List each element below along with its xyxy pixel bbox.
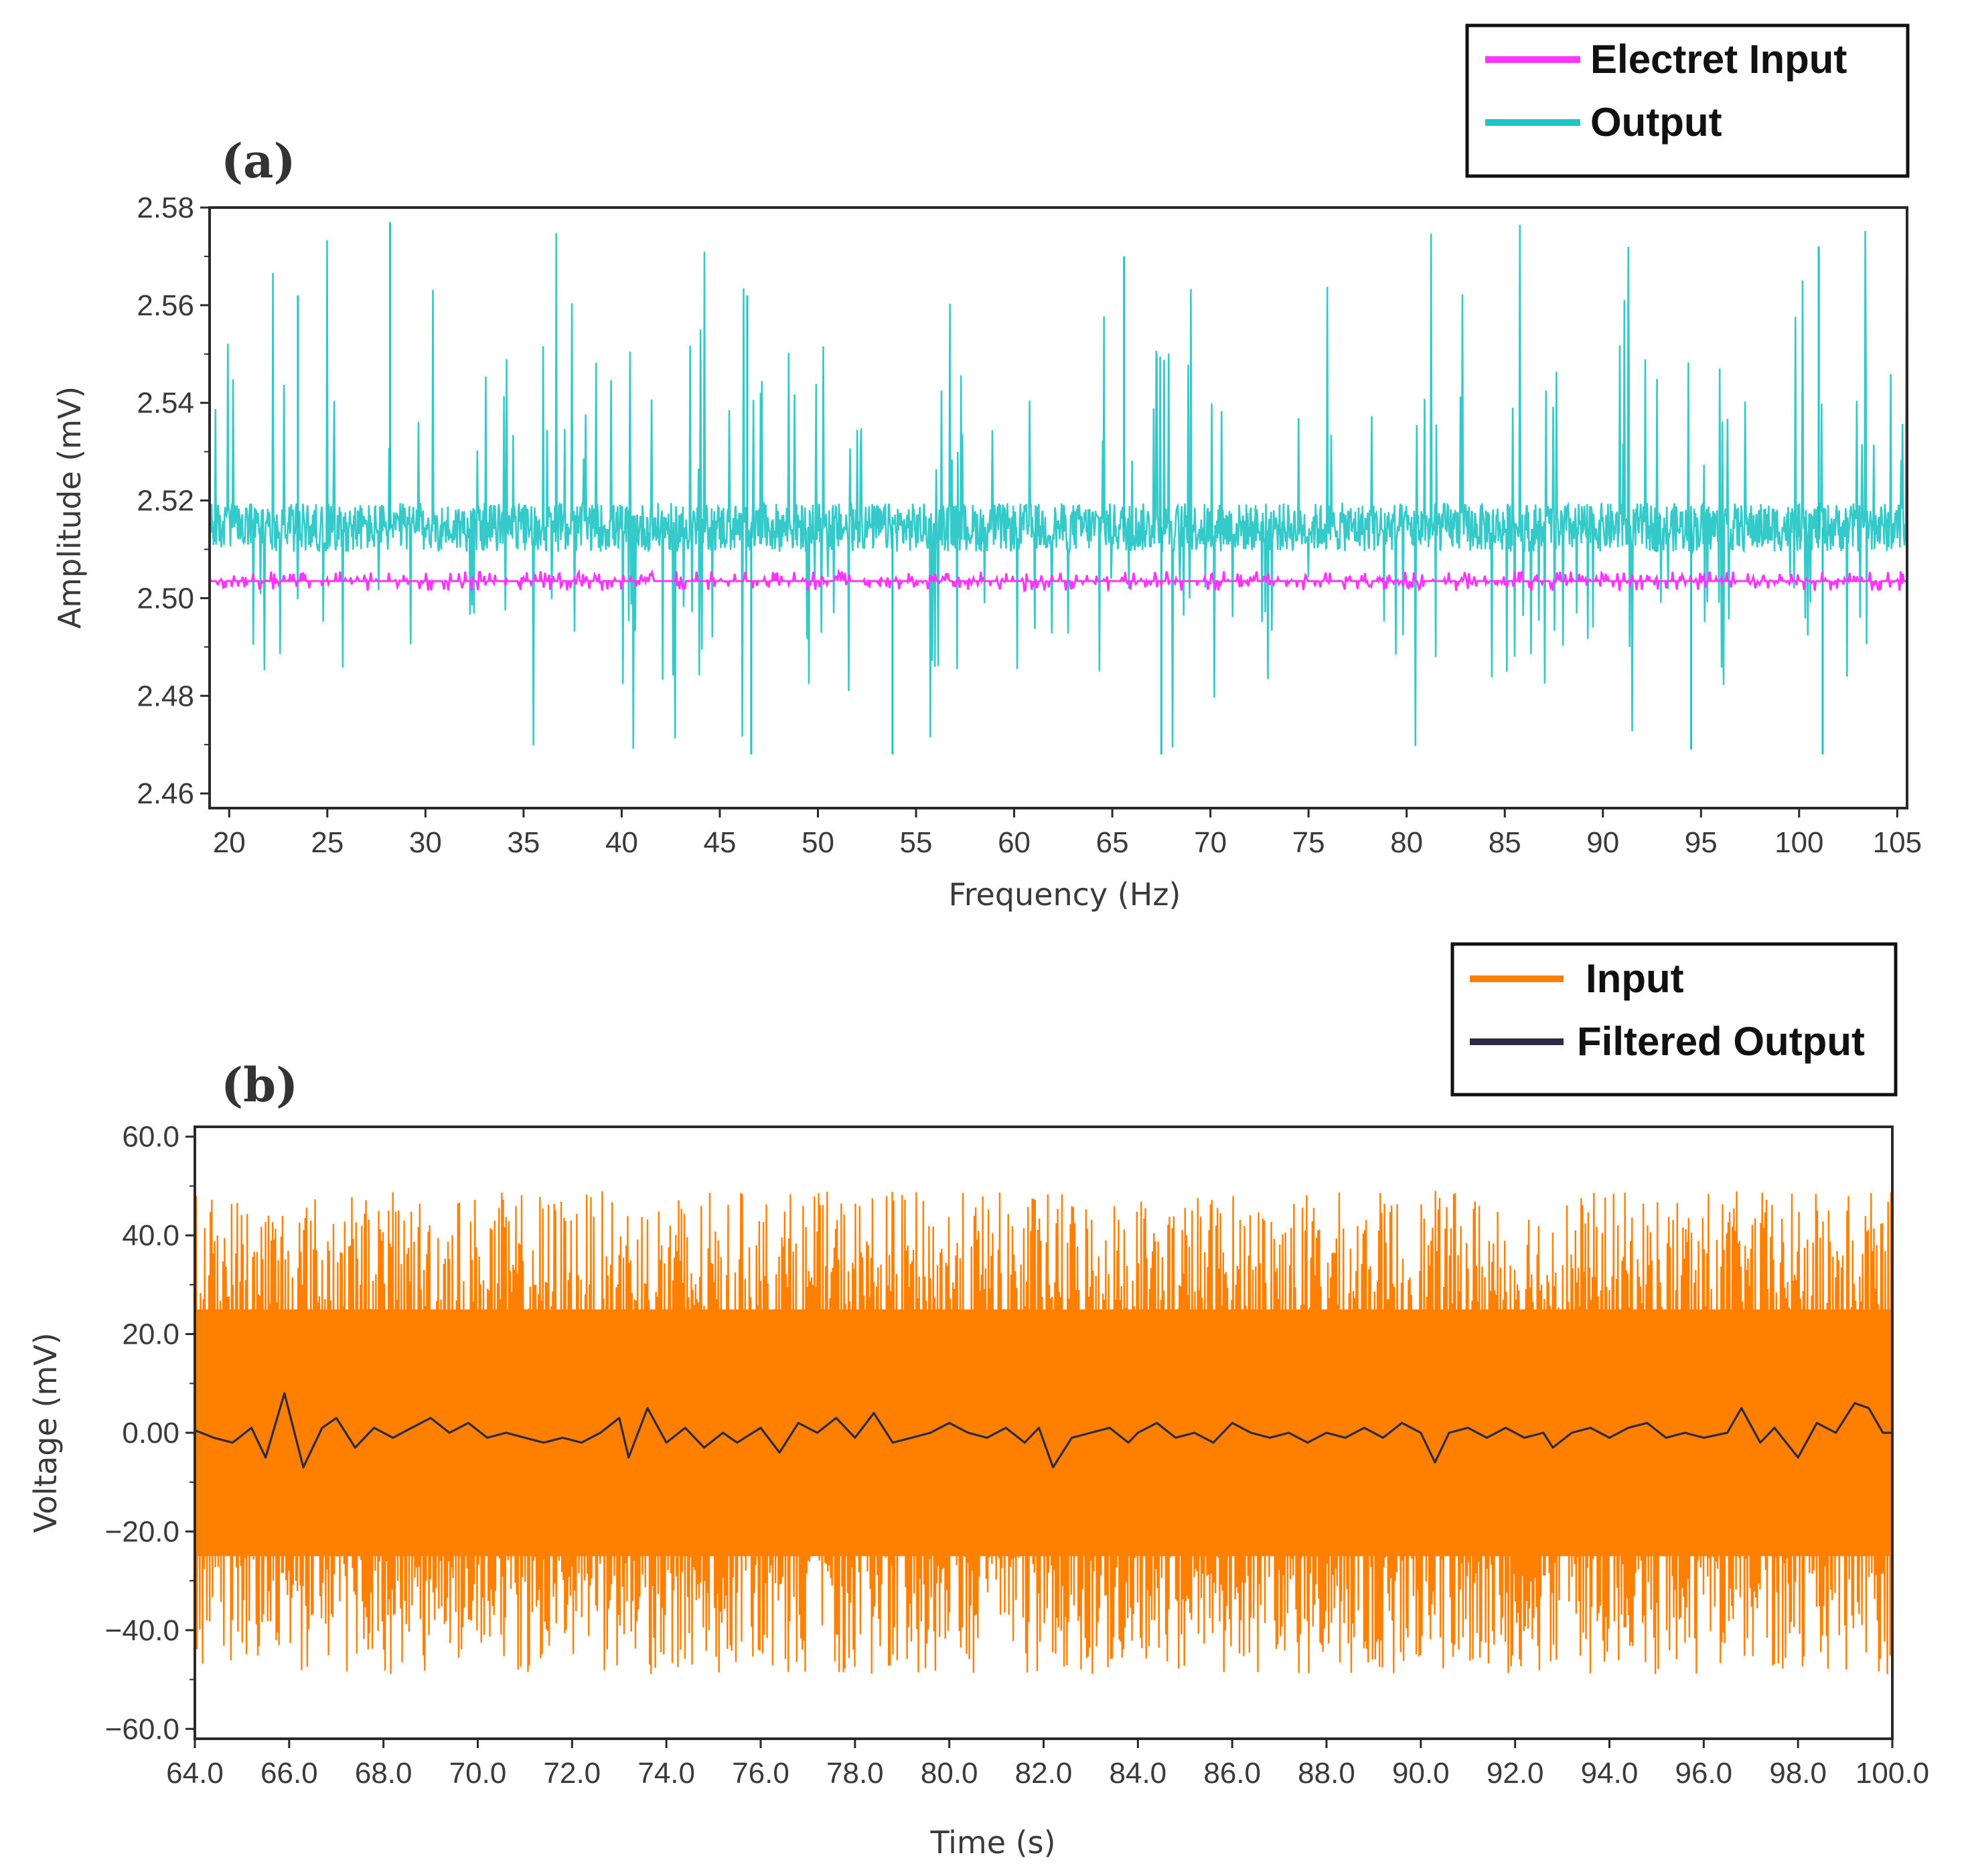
b-xtick-label: 64.0 bbox=[166, 1757, 224, 1790]
legend-b-label-input: Input bbox=[1586, 956, 1684, 1001]
legend-b-label-filtered-output: Filtered Output bbox=[1577, 1019, 1865, 1064]
series-filtered-output-line bbox=[194, 1392, 1892, 1469]
a-xtick-label: 100 bbox=[1774, 826, 1823, 859]
series-input-line bbox=[194, 1190, 1894, 1674]
b-ytick-label: −40.0 bbox=[105, 1614, 179, 1647]
a-xtick-label: 85 bbox=[1489, 826, 1521, 859]
a-xtick-label: 50 bbox=[802, 826, 834, 859]
plot-a-axes: 20 25 30 35 40 45 50 55 60 65 70 75 80 85 90 95 100 105 2.… bbox=[137, 191, 1922, 859]
a-xtick-label: 80 bbox=[1390, 826, 1423, 859]
a-xtick-label: 55 bbox=[900, 826, 933, 859]
b-xtick-label: 90.0 bbox=[1392, 1757, 1450, 1790]
b-xtick-label: 70.0 bbox=[449, 1757, 507, 1790]
plot-a-ylabel: Amplitude (mV) bbox=[52, 386, 88, 629]
a-xtick-label: 25 bbox=[311, 826, 344, 859]
plot-b: 64.0 66.0 68.0 70.0 72.0 74.0 76.0 78.0 80.0 82.0… bbox=[105, 1121, 1929, 1790]
b-xtick-label: 86.0 bbox=[1203, 1757, 1261, 1790]
a-xtick-label: 95 bbox=[1685, 826, 1718, 859]
a-ytick-label: 2.50 bbox=[137, 582, 194, 615]
a-xtick-label: 45 bbox=[703, 826, 736, 859]
legend-b-frame bbox=[1450, 942, 1898, 1097]
b-xtick-label: 92.0 bbox=[1487, 1757, 1544, 1790]
a-xtick-label: 65 bbox=[1096, 826, 1129, 859]
a-xtick-label: 35 bbox=[507, 826, 540, 859]
plot-b-data bbox=[194, 1190, 1894, 1674]
legend-a-frame bbox=[1465, 23, 1910, 178]
a-ytick-label: 2.46 bbox=[137, 777, 194, 810]
a-xtick-label: 75 bbox=[1292, 826, 1325, 859]
a-ytick-label: 2.54 bbox=[137, 387, 194, 420]
b-ytick-label: −60.0 bbox=[105, 1713, 179, 1745]
a-xtick-label: 70 bbox=[1194, 826, 1227, 859]
a-xtick-label: 105 bbox=[1873, 826, 1922, 859]
b-ytick-label: 0.00 bbox=[122, 1417, 179, 1450]
plot-b-ylabel: Voltage (mV) bbox=[27, 1332, 64, 1533]
a-ytick-label: 2.52 bbox=[137, 485, 194, 518]
a-xtick-label: 20 bbox=[213, 826, 246, 859]
a-ytick-label: 2.48 bbox=[137, 680, 194, 712]
b-xtick-label: 82.0 bbox=[1015, 1757, 1073, 1790]
b-xtick-label: 100.0 bbox=[1855, 1757, 1929, 1790]
b-xtick-label: 84.0 bbox=[1110, 1757, 1167, 1790]
b-xtick-label: 98.0 bbox=[1769, 1757, 1827, 1790]
plot-b-xlabel: Time (s) bbox=[929, 1824, 1055, 1861]
series-output-line bbox=[208, 224, 1908, 749]
legend-a-label-output: Output bbox=[1590, 100, 1722, 145]
b-xtick-label: 78.0 bbox=[826, 1757, 884, 1790]
b-xtick-label: 94.0 bbox=[1581, 1757, 1639, 1790]
a-ytick-label: 2.56 bbox=[137, 289, 194, 322]
series-electret-input-line bbox=[208, 568, 1907, 593]
legend-a-label-electret-input: Electret Input bbox=[1590, 37, 1847, 82]
b-xtick-label: 80.0 bbox=[921, 1757, 978, 1790]
b-ytick-label: 20.0 bbox=[122, 1318, 179, 1351]
b-xtick-label: 76.0 bbox=[732, 1757, 789, 1790]
a-xtick-label: 30 bbox=[409, 826, 442, 859]
plot-a-data bbox=[208, 222, 1908, 755]
b-ytick-label: 60.0 bbox=[122, 1121, 179, 1154]
b-xtick-label: 96.0 bbox=[1675, 1757, 1733, 1790]
plot-a-xlabel: Frequency (Hz) bbox=[949, 876, 1181, 913]
b-ytick-label: 40.0 bbox=[122, 1219, 179, 1252]
plot-a-frame bbox=[208, 206, 1908, 809]
plot-b-axes: 64.0 66.0 68.0 70.0 72.0 74.0 76.0 78.0 80.0 82.0… bbox=[105, 1121, 1929, 1790]
a-ytick-label: 2.58 bbox=[137, 191, 194, 224]
b-xtick-label: 88.0 bbox=[1298, 1757, 1355, 1790]
b-xtick-label: 66.0 bbox=[260, 1757, 318, 1790]
b-xtick-label: 72.0 bbox=[544, 1757, 601, 1790]
plot-a: 20 25 30 35 40 45 50 55 60 65 70 75 80 85 90 95 100 105 2.… bbox=[137, 191, 1922, 859]
b-ytick-label: −20.0 bbox=[105, 1515, 179, 1548]
panel-b-label: (b) bbox=[221, 1057, 298, 1113]
panel-a-label: (a) bbox=[221, 133, 296, 189]
a-xtick-label: 40 bbox=[605, 826, 638, 859]
a-xtick-label: 60 bbox=[998, 826, 1031, 859]
series-output-peaks bbox=[297, 222, 1824, 755]
b-xtick-label: 68.0 bbox=[355, 1757, 412, 1790]
legend-b: Input Filtered Output bbox=[1450, 942, 1898, 1097]
legend-a: Electret Input Output bbox=[1465, 23, 1910, 178]
b-xtick-label: 74.0 bbox=[637, 1757, 695, 1790]
a-xtick-label: 90 bbox=[1586, 826, 1619, 859]
